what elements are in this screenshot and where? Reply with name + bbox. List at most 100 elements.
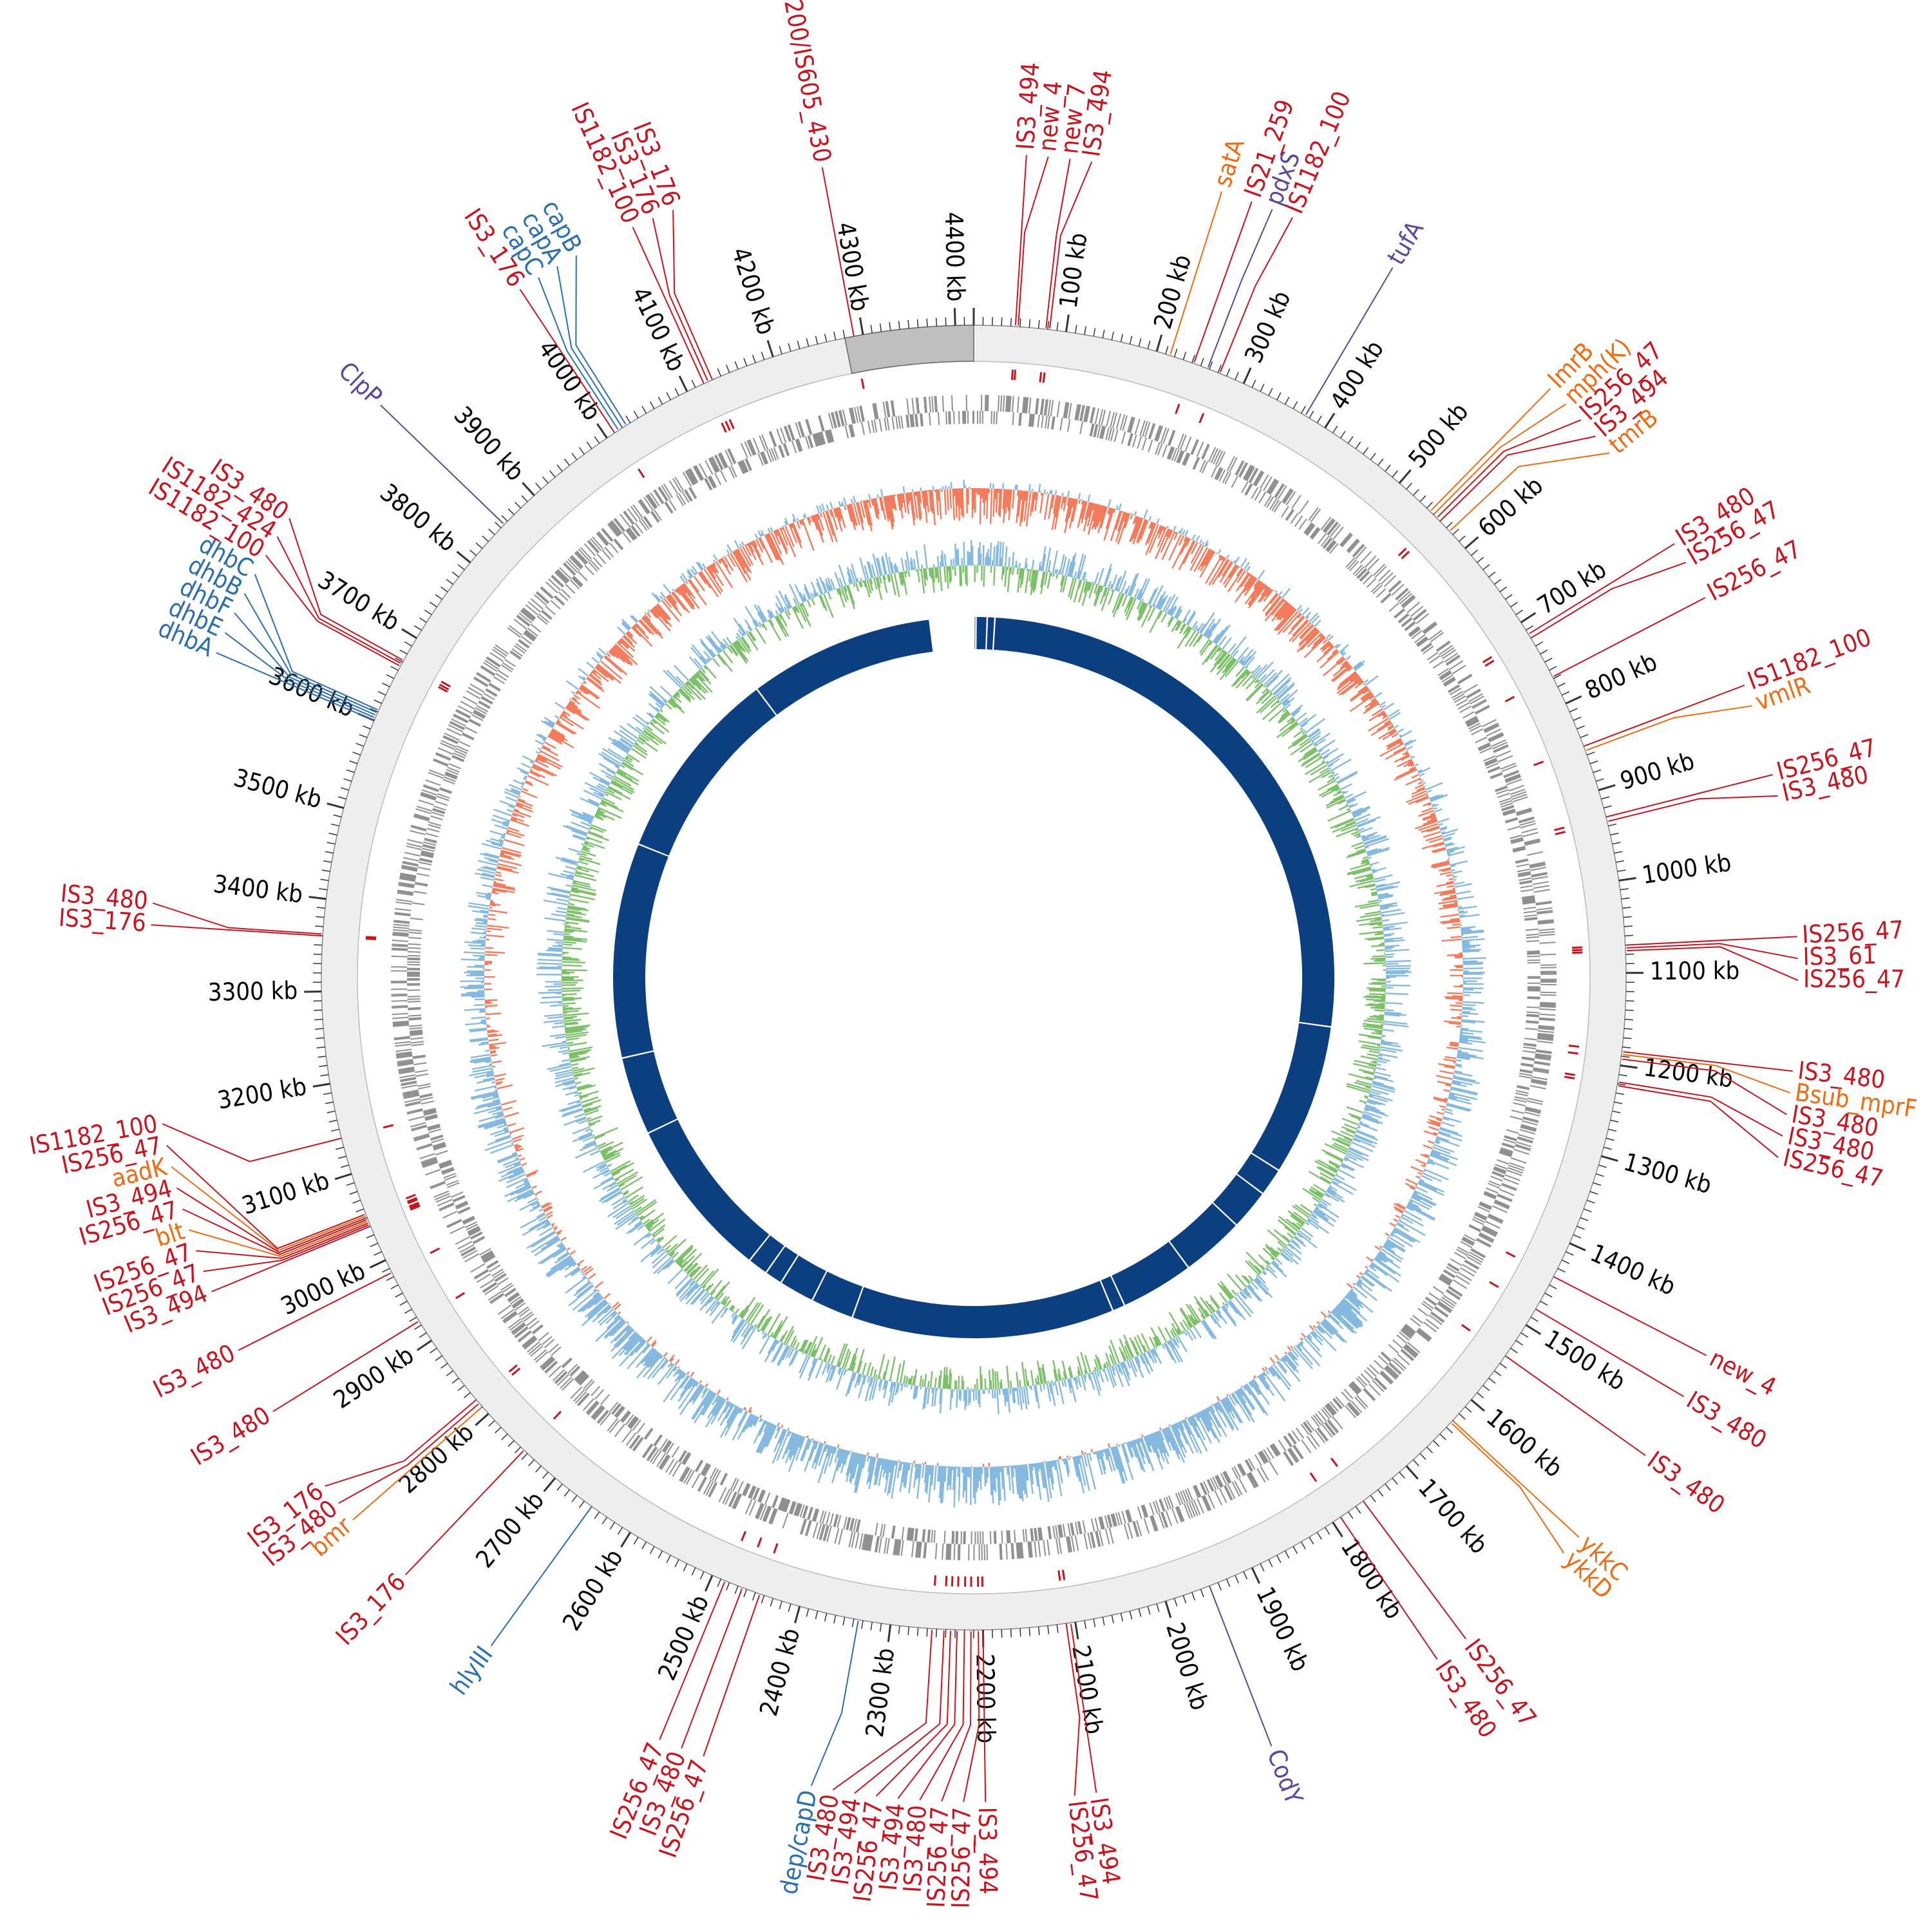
major-tick [1525, 1324, 1542, 1336]
tick-label: 900 kb [1617, 746, 1698, 795]
minor-tick [1316, 1531, 1322, 1540]
minor-tick [1601, 796, 1610, 800]
major-tick [1600, 1155, 1618, 1162]
minor-tick [521, 495, 528, 502]
is-mark [1309, 1472, 1318, 1482]
minor-tick [1235, 1575, 1239, 1584]
minor-tick [349, 760, 358, 764]
major-tick [1464, 536, 1479, 549]
is-mark [1039, 372, 1043, 383]
tick-label: 200 kb [1148, 251, 1197, 332]
contig-gap [763, 1243, 788, 1276]
feature-leader [1608, 795, 1778, 822]
feature-leader [1170, 191, 1223, 355]
tick-label: 3000 kb [276, 1256, 370, 1321]
minor-tick [734, 361, 739, 370]
minor-tick [374, 699, 383, 705]
minor-tick [424, 609, 432, 616]
feature-leader [151, 924, 322, 937]
major-tick [1074, 1622, 1079, 1640]
minor-tick [806, 338, 810, 347]
minor-tick [446, 1370, 454, 1376]
minor-tick [482, 535, 489, 542]
feature-leader [632, 227, 705, 383]
minor-tick [440, 1363, 448, 1369]
minor-tick [1147, 340, 1151, 349]
contig-gap [985, 614, 989, 653]
is-mark [383, 1124, 393, 1129]
minor-tick [797, 340, 800, 349]
minor-tick [1217, 1582, 1222, 1591]
minor-tick [1347, 1511, 1354, 1519]
minor-tick [1615, 860, 1624, 863]
minor-tick [1406, 482, 1412, 490]
feature-label: IS3_480 [1642, 1446, 1730, 1520]
minor-tick [1385, 1483, 1391, 1491]
minor-tick [542, 1472, 549, 1479]
is-mark [1397, 547, 1407, 556]
feature-leader [1586, 705, 1752, 751]
feature-leader [490, 1507, 592, 1647]
is-mark [638, 468, 645, 478]
minor-tick [316, 916, 325, 918]
is-mark [437, 686, 448, 693]
is-mark [1564, 1072, 1576, 1076]
contig-gap [1209, 1200, 1240, 1228]
minor-tick [352, 1200, 361, 1204]
is-mark [1489, 1281, 1499, 1289]
minor-tick [1499, 586, 1507, 592]
is-mark [1567, 1051, 1578, 1055]
minor-tick [1156, 1604, 1160, 1613]
minor-tick [1293, 401, 1298, 410]
minor-tick [935, 1629, 938, 1638]
major-tick [456, 551, 471, 564]
minor-tick [1598, 1164, 1607, 1168]
minor-tick [815, 1611, 819, 1620]
minor-tick [752, 354, 756, 363]
minor-tick [319, 888, 328, 891]
minor-tick [842, 1616, 846, 1625]
tick-label: 2900 kb [328, 1341, 419, 1414]
is-mark [1401, 551, 1410, 560]
minor-tick [907, 1626, 910, 1635]
minor-tick [1535, 641, 1544, 647]
minor-tick [1561, 691, 1570, 696]
minor-tick [578, 1501, 585, 1508]
minor-tick [469, 549, 477, 556]
major-tick [369, 1259, 386, 1269]
minor-tick [435, 1355, 443, 1361]
feature-leader [1208, 209, 1273, 368]
minor-tick [1182, 352, 1187, 360]
minor-tick [1111, 1615, 1114, 1624]
minor-tick [1540, 1300, 1548, 1306]
feature-leader [575, 255, 627, 425]
feature-leader [941, 1631, 972, 1802]
contig-gap [754, 686, 779, 719]
major-tick [953, 308, 956, 326]
minor-tick [779, 1600, 782, 1609]
minor-tick [1419, 1453, 1426, 1460]
cds-bars [390, 395, 1557, 1561]
minor-tick [328, 1119, 337, 1122]
major-tick [766, 339, 774, 357]
minor-tick [549, 470, 556, 478]
minor-tick [1464, 1406, 1472, 1413]
minor-tick [337, 796, 346, 800]
minor-tick [641, 406, 647, 414]
minor-tick [1120, 1613, 1124, 1622]
major-tick [475, 1412, 489, 1426]
minor-tick [1340, 431, 1346, 439]
minor-tick [870, 325, 873, 334]
minor-tick [1624, 1019, 1633, 1021]
minor-tick [1268, 1559, 1273, 1567]
is-mark [741, 1531, 747, 1542]
is-element-mark-track [365, 369, 1583, 1587]
minor-tick [898, 1625, 900, 1634]
minor-tick [1217, 365, 1222, 373]
minor-tick [1300, 406, 1306, 414]
gc-content-above [460, 480, 1487, 1508]
feature-label: IS3_494 [1011, 61, 1045, 150]
minor-tick [316, 907, 325, 909]
feature-leader [1049, 161, 1093, 329]
minor-tick [1001, 1629, 1003, 1638]
